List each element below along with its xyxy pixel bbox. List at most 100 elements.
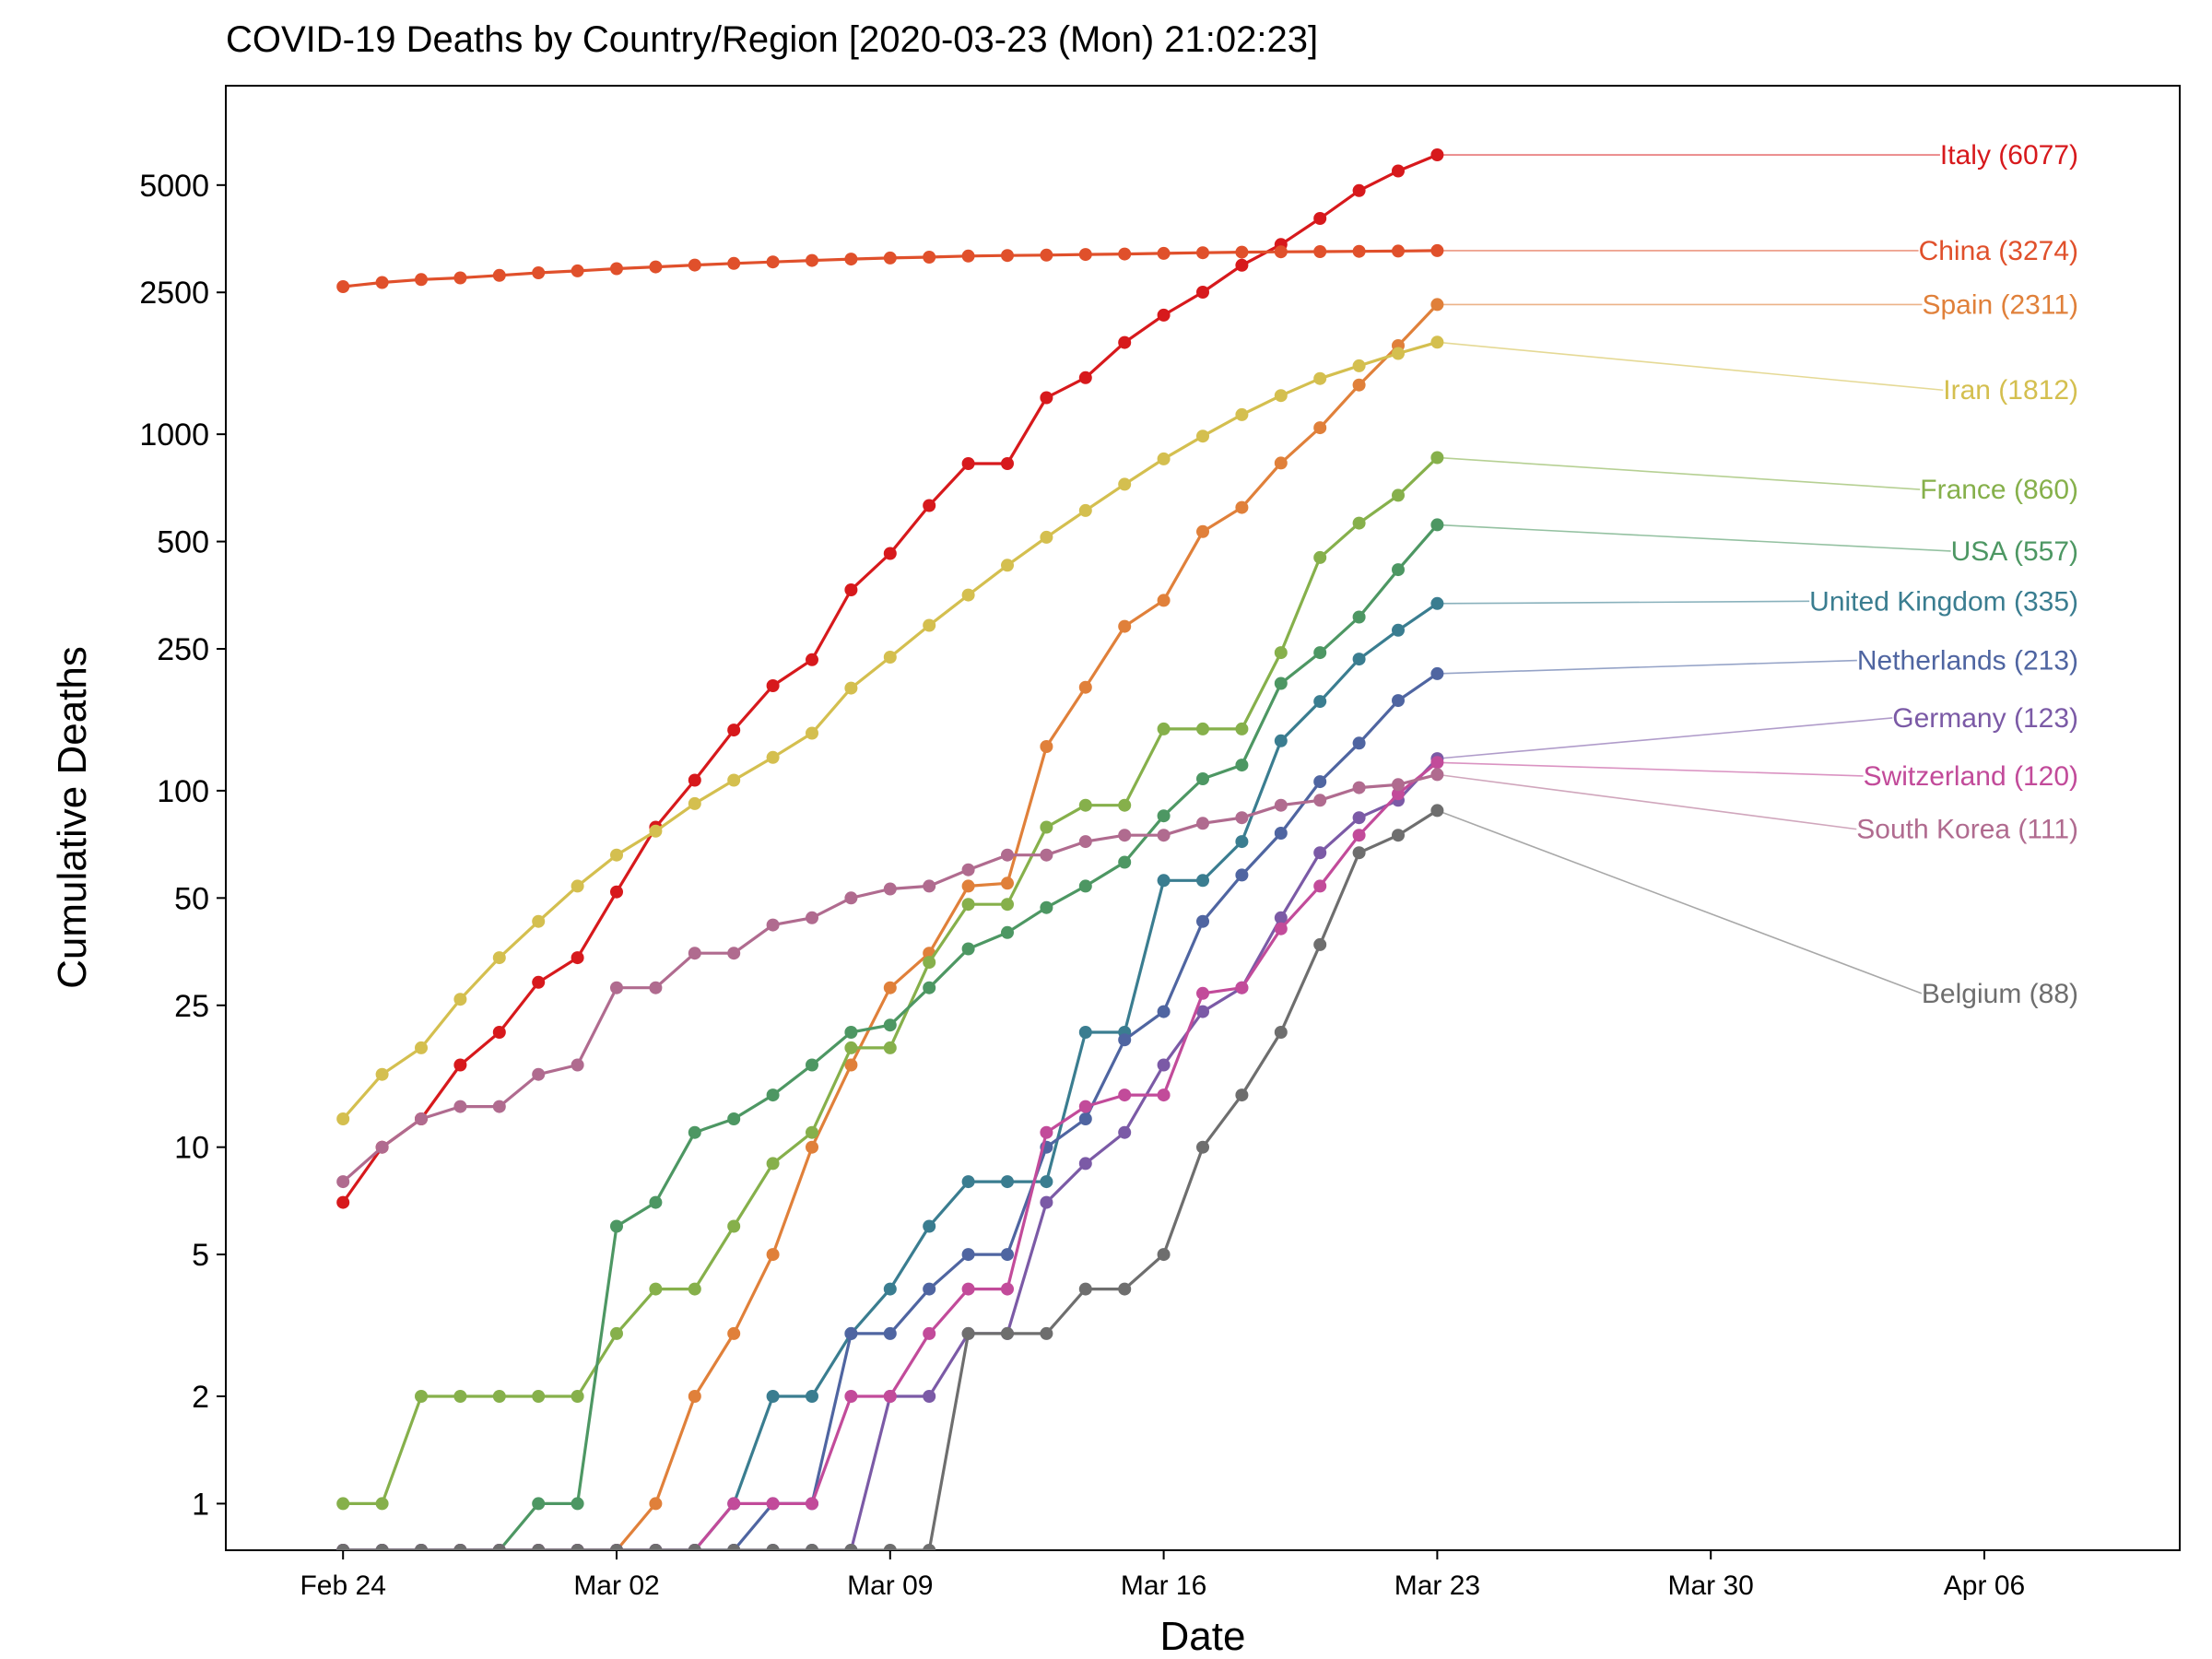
- data-point-belgium: [1392, 829, 1405, 842]
- data-point-south-korea: [1118, 829, 1132, 842]
- data-point-south-korea: [727, 947, 741, 960]
- data-point-china: [1196, 246, 1209, 260]
- data-point-belgium: [883, 1544, 897, 1550]
- data-point-united-kingdom: [883, 1282, 897, 1296]
- y-tick-label: 50: [174, 881, 209, 916]
- data-point-usa: [1001, 925, 1014, 939]
- data-point-france: [1430, 451, 1444, 465]
- data-point-china: [806, 253, 818, 267]
- data-point-south-korea: [844, 891, 858, 905]
- data-point-china: [688, 258, 701, 272]
- data-point-switzerland: [1001, 1282, 1014, 1296]
- series-switzerland: [336, 756, 1444, 1550]
- data-point-italy: [1040, 391, 1053, 405]
- data-point-usa: [1392, 563, 1405, 577]
- y-tick-label: 5000: [139, 169, 209, 204]
- data-point-belgium: [336, 1544, 350, 1550]
- data-point-france: [1157, 722, 1171, 735]
- data-point-belgium: [415, 1544, 428, 1550]
- data-point-spain: [727, 1326, 741, 1340]
- data-point-italy: [336, 1195, 350, 1209]
- data-point-china: [1235, 245, 1249, 259]
- data-point-china: [883, 251, 897, 265]
- data-point-france: [844, 1041, 858, 1054]
- data-point-south-korea: [923, 879, 936, 893]
- leader-line-united-kingdom: [1437, 600, 1810, 605]
- data-point-united-kingdom: [1196, 874, 1209, 888]
- data-point-united-kingdom: [1078, 1026, 1092, 1039]
- y-tick-label: 1000: [139, 418, 209, 453]
- data-point-usa: [806, 1058, 818, 1072]
- data-point-netherlands: [844, 1326, 858, 1340]
- series-china: [336, 243, 1444, 293]
- data-point-france: [532, 1390, 546, 1403]
- data-point-south-korea: [453, 1100, 467, 1113]
- data-point-usa: [1235, 759, 1249, 772]
- data-point-belgium: [532, 1544, 546, 1550]
- data-point-switzerland: [1235, 981, 1249, 994]
- data-point-iran: [1078, 503, 1092, 517]
- data-point-united-kingdom: [1392, 623, 1405, 637]
- data-point-belgium: [453, 1544, 467, 1550]
- data-point-italy: [1313, 212, 1327, 225]
- data-point-switzerland: [923, 1326, 936, 1340]
- data-point-italy: [766, 679, 780, 692]
- series-line-switzerland: [343, 761, 1439, 1550]
- data-point-netherlands: [1118, 1033, 1132, 1047]
- data-point-germany: [923, 1390, 936, 1403]
- x-tick-label: Mar 23: [1394, 1571, 1480, 1601]
- data-point-france: [1001, 898, 1014, 912]
- data-point-germany: [1078, 1157, 1092, 1171]
- data-point-switzerland: [844, 1390, 858, 1403]
- data-point-china: [1040, 248, 1053, 262]
- x-tick-label: Feb 24: [300, 1571, 385, 1601]
- data-point-usa: [1313, 646, 1327, 660]
- data-point-china: [1352, 244, 1366, 258]
- data-point-belgium: [1118, 1282, 1132, 1296]
- data-point-usa: [923, 981, 936, 994]
- data-point-usa: [1078, 879, 1092, 893]
- data-point-china: [1118, 247, 1132, 261]
- data-point-china: [1157, 246, 1171, 260]
- data-point-france: [1313, 550, 1327, 564]
- data-point-usa: [571, 1497, 584, 1511]
- data-point-belgium: [610, 1544, 623, 1550]
- x-tick-label: Mar 30: [1668, 1571, 1754, 1601]
- data-point-italy: [532, 975, 546, 989]
- data-point-china: [453, 271, 467, 285]
- data-point-spain: [806, 1140, 818, 1154]
- data-point-usa: [649, 1195, 663, 1209]
- data-point-iran: [688, 796, 701, 810]
- data-point-usa: [766, 1088, 780, 1102]
- data-point-iran: [1313, 371, 1327, 385]
- data-point-belgium: [806, 1544, 818, 1550]
- data-point-belgium: [1235, 1088, 1249, 1102]
- data-point-iran: [1392, 347, 1405, 360]
- data-point-united-kingdom: [923, 1219, 936, 1233]
- data-point-belgium: [1274, 1026, 1288, 1039]
- data-point-iran: [806, 726, 818, 740]
- data-point-china: [492, 268, 506, 282]
- data-point-china: [961, 249, 975, 263]
- data-point-south-korea: [532, 1067, 546, 1081]
- data-point-belgium: [492, 1544, 506, 1550]
- y-tick-label: 10: [174, 1131, 209, 1166]
- data-point-spain: [1352, 378, 1366, 392]
- data-point-france: [1274, 646, 1288, 660]
- data-point-netherlands: [1352, 736, 1366, 750]
- end-label-usa: USA (557): [1951, 536, 2078, 567]
- x-tick-label: Mar 09: [847, 1571, 933, 1601]
- data-point-south-korea: [1313, 794, 1327, 807]
- data-point-italy: [923, 499, 936, 512]
- data-point-belgium: [688, 1544, 701, 1550]
- data-point-france: [492, 1390, 506, 1403]
- series-line-germany: [343, 758, 1439, 1550]
- data-point-france: [1078, 798, 1092, 812]
- data-point-china: [1430, 243, 1444, 257]
- y-tick-label: 25: [174, 989, 209, 1024]
- plot-panel-border: [225, 85, 2181, 1551]
- data-point-belgium: [1157, 1248, 1171, 1262]
- data-point-south-korea: [883, 882, 897, 896]
- data-point-italy: [1157, 308, 1171, 322]
